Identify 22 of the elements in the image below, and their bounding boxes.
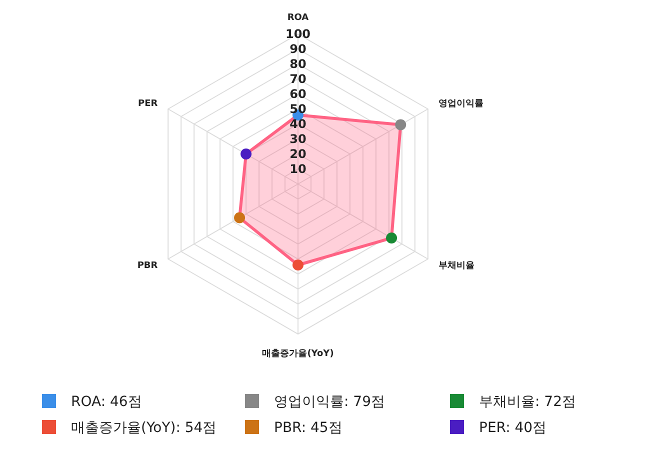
spoke-label: 매출증가율(YoY) bbox=[262, 348, 334, 359]
spoke-label: PBR bbox=[137, 261, 158, 271]
spoke-label: 영업이익률 bbox=[438, 99, 484, 109]
text: PER: 40점 bbox=[479, 420, 547, 436]
text: 매출증가율(YoY): 54점 bbox=[71, 420, 217, 436]
y-tick-label: 10 bbox=[290, 162, 306, 176]
y-tick-label: 70 bbox=[290, 72, 306, 86]
spoke-label: PER bbox=[138, 99, 158, 109]
spoke-label: 부채비율 bbox=[438, 261, 474, 271]
spoke-label: ROA bbox=[287, 13, 309, 23]
text: ROA: 46점 bbox=[71, 394, 142, 410]
text: PBR: 45점 bbox=[274, 420, 342, 436]
y-tick-label: 80 bbox=[290, 57, 306, 71]
text: 영업이익률: 79점 bbox=[274, 394, 385, 410]
y-tick-label: 20 bbox=[290, 147, 306, 161]
y-tick-label: 90 bbox=[290, 42, 306, 56]
y-tick-label: 30 bbox=[290, 132, 306, 146]
text: 부채비율: 72점 bbox=[479, 394, 576, 410]
y-tick-label: 50 bbox=[290, 102, 306, 116]
y-tick-label: 100 bbox=[285, 27, 311, 41]
y-tick-label: 40 bbox=[290, 117, 306, 131]
y-tick-label: 60 bbox=[290, 87, 306, 101]
